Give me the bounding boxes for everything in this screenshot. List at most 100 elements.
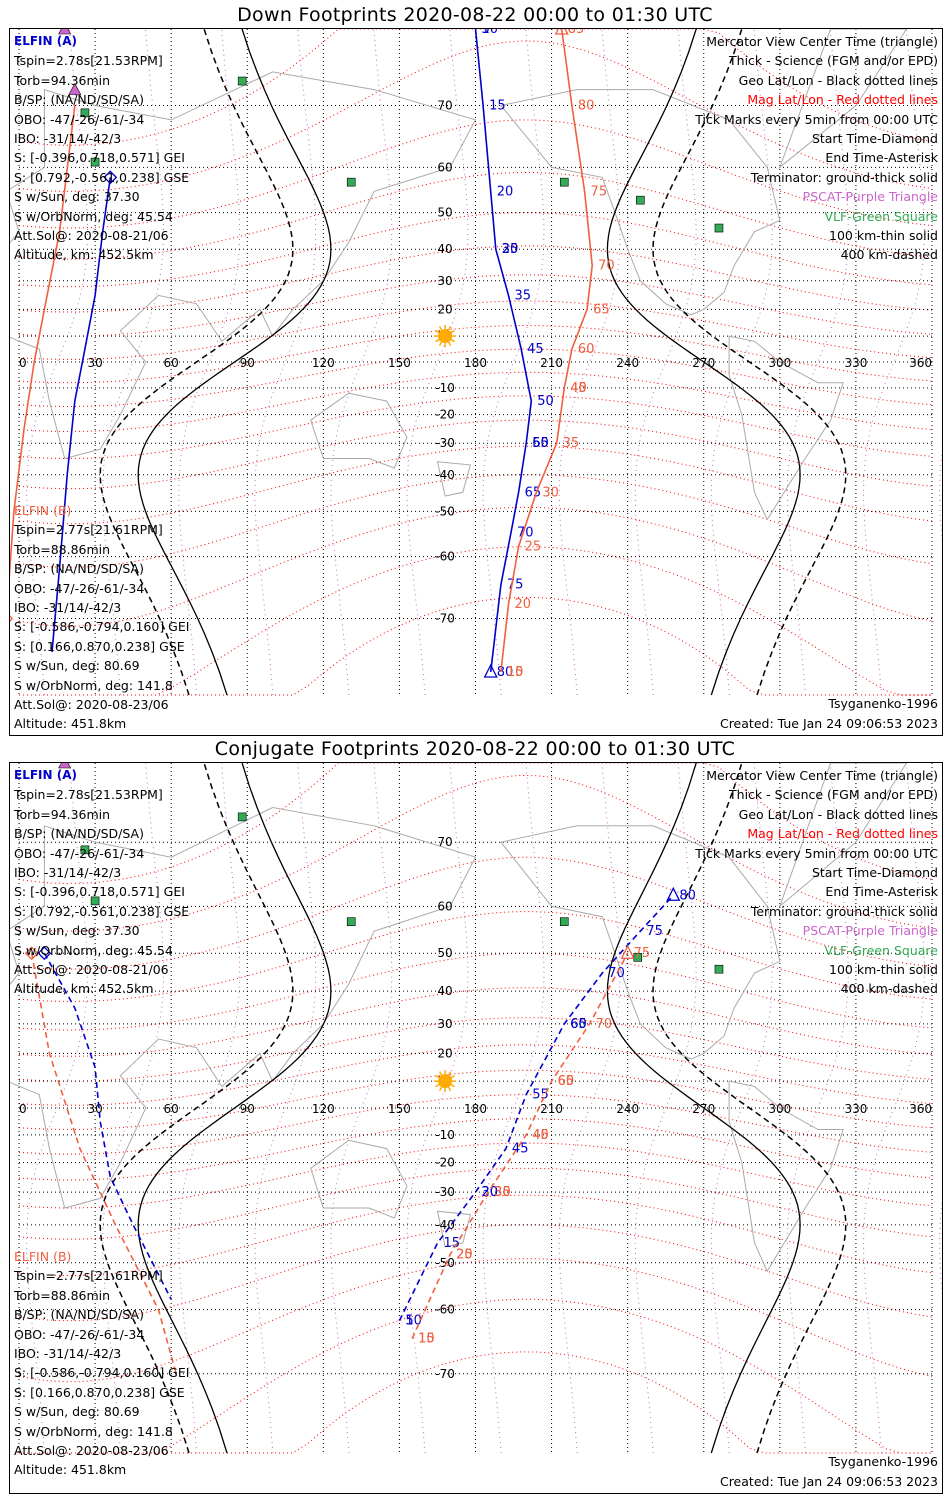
pscat-marker — [58, 29, 72, 35]
lon-tick-label: 0 — [19, 356, 27, 370]
lon-tick-label: 330 — [844, 1102, 867, 1116]
elfin-b-line: S w/Sun, deg: 80.69 — [14, 1404, 140, 1420]
track-tick-label: 15 — [507, 665, 524, 680]
sun-ray — [435, 329, 440, 334]
vlf-station-marker — [346, 917, 356, 926]
track-tick-label: 65 — [593, 302, 610, 317]
lon-tick-label: 150 — [388, 356, 411, 370]
lon-tick-label: 300 — [768, 356, 791, 370]
lon-tick-label: 120 — [312, 1102, 335, 1116]
lat-tick-label: -10 — [435, 381, 455, 395]
coastline — [310, 392, 408, 469]
track-tick-label: 15 — [489, 98, 506, 113]
mag-lon-line — [634, 29, 697, 696]
lon-tick-label: 330 — [844, 356, 867, 370]
mag-lon-line — [102, 763, 165, 1454]
legend-entry: Tick Marks every 5min from 00:00 UTC — [695, 845, 938, 861]
track-tick-label: 20 — [514, 597, 531, 612]
mag-lon-line — [634, 763, 697, 1454]
track-tick-label: 35 — [563, 436, 580, 451]
terminator-ground-line — [606, 29, 801, 696]
sun-ray — [438, 1071, 443, 1076]
vlf-station-marker — [714, 223, 724, 233]
track-tick-label: 30 — [542, 485, 559, 500]
sun-ray — [435, 1074, 440, 1079]
legend-entry: Thick - Science (FGM and/or EPD) — [729, 787, 938, 803]
elfin-b-line: Torb=88.86min — [14, 541, 111, 557]
sun-icon — [438, 329, 453, 344]
track-tick-label: 55 — [532, 1088, 549, 1103]
lon-tick-label: 90 — [240, 356, 255, 370]
elfin-b-name: ELFIN (B) — [14, 503, 72, 518]
mag-lon-line — [939, 450, 942, 545]
vlf-station-marker — [636, 195, 645, 205]
terminator-400km-line — [99, 29, 294, 696]
lat-tick-label: -70 — [435, 1367, 455, 1381]
track-tick-label: 55 — [532, 436, 549, 451]
track-tick-label: 35 — [494, 1185, 511, 1200]
lat-tick-label: -10 — [435, 1128, 455, 1142]
panel-title-down: Down Footprints 2020-08-22 00:00 to 01:3… — [237, 4, 713, 26]
elfin-a-line: S: [0.792,-0.561,0.238] GSE — [14, 903, 190, 919]
mag-lon-line — [178, 29, 241, 696]
legend-entry: VLF-Green Square — [824, 942, 938, 958]
elfin-b-line: Att.Sol@: 2020-08-23/06 — [14, 1442, 169, 1458]
elfin-a-line: S: [-0.396,0.718,0.571] GEI — [14, 884, 185, 900]
sun-ray — [447, 341, 452, 346]
elfin-a-line: IBO: -31/14/-42/3 — [14, 130, 122, 146]
mag-lon-line — [939, 1200, 942, 1297]
track-tick-label: 70 — [598, 259, 615, 274]
model-label: Tsyganenko-1996 — [828, 696, 938, 711]
sun-ray — [435, 1083, 440, 1088]
lat-tick-label: 30 — [437, 1017, 452, 1031]
mag-lat-line — [18, 212, 933, 288]
vlf-station-marker — [90, 157, 100, 167]
sun-ray — [438, 341, 443, 346]
lat-tick-label: -70 — [435, 612, 455, 626]
sun-ray — [438, 1086, 443, 1092]
lon-tick-label: 360 — [909, 356, 932, 370]
elfin-a-line: Torb=94.36min — [14, 72, 111, 88]
track-tick-label: 70 — [608, 966, 625, 981]
track-tick-label: 30 — [494, 1185, 511, 1200]
lat-tick-label: -50 — [435, 504, 455, 518]
track-tick-label: 75 — [646, 924, 663, 939]
vlf-station-marker — [559, 177, 569, 187]
legend-entry: Geo Lat/Lon - Black dotted lines — [738, 806, 938, 822]
legend-entry: Mercator View Center Time (triangle) — [706, 768, 938, 783]
coastline — [778, 763, 908, 908]
mag-lat-line — [18, 419, 933, 490]
created-label: Created: Tue Jan 24 09:06:53 2023 — [719, 1474, 938, 1489]
legend: Mercator View Center Time (triangle) Thi… — [695, 766, 938, 999]
mag-lat-line — [18, 29, 933, 146]
elfin-a-line: Altitude, km: 452.5km — [14, 981, 154, 997]
mag-lat-line — [18, 371, 933, 433]
mag-lon-line — [786, 29, 849, 696]
mag-lat-line — [18, 911, 933, 1002]
legend-entry: Start Time-Diamond — [811, 130, 938, 146]
sun-ray — [447, 1071, 452, 1076]
legend-entry: Terminator: ground-thick solid — [750, 903, 938, 919]
terminator-ground-line — [137, 29, 332, 696]
lat-tick-label: -20 — [435, 1156, 455, 1170]
coastline — [10, 806, 477, 1209]
lat-tick-label: -40 — [435, 468, 455, 482]
elfin-b-line: S: [0.166,0.870,0.238] GSE — [14, 1384, 185, 1400]
elfin-a-line: Altitude, km: 452.5km — [14, 247, 154, 263]
elfin-a-line: Torb=94.36min — [14, 806, 111, 822]
elfin-a-line: OBO: -47/-26/-61/-34 — [14, 111, 145, 127]
sun-ray — [450, 329, 455, 334]
elfin-b-line: IBO: -31/14/-42/3 — [14, 1345, 122, 1361]
start-time-diamond — [10, 615, 14, 622]
lon-tick-label: 270 — [692, 356, 715, 370]
model-label: Tsyganenko-1996 — [828, 1454, 938, 1469]
track-tick-label: 35 — [514, 288, 531, 303]
lon-tick-label: 210 — [540, 1102, 563, 1116]
vlf-station-marker — [346, 177, 356, 187]
elfin-a-line: S w/OrbNorm, deg: 45.54 — [14, 942, 173, 958]
vlf-station-marker — [237, 812, 247, 822]
elfin-a-line: Att.Sol@: 2020-08-21/06 — [14, 961, 169, 977]
mag-lon-line — [330, 763, 393, 1454]
lon-tick-label: 90 — [240, 1102, 255, 1116]
mag-lon-line — [862, 29, 925, 696]
